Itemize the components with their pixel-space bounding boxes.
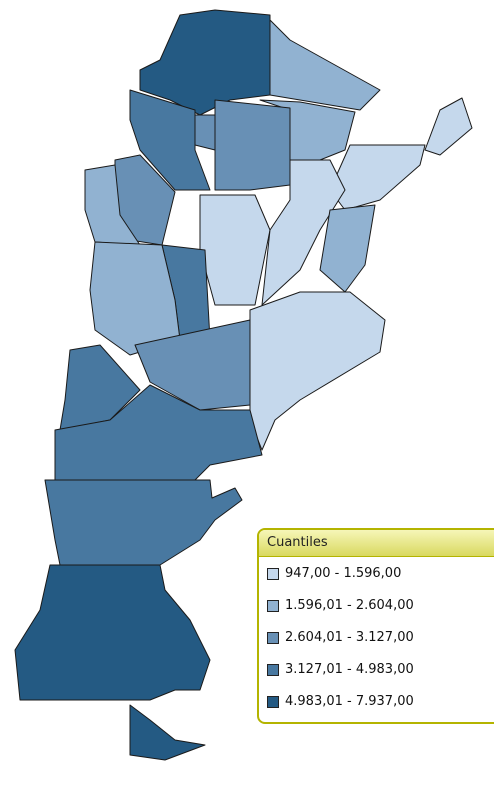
region [269,19,381,111]
legend-swatch [267,600,279,612]
legend-label: 4.983,01 - 7.937,00 [285,694,414,709]
region [319,204,376,293]
region [214,99,291,191]
region [329,144,426,211]
legend-item: 3.127,01 - 4.983,00 [267,662,414,678]
region [54,384,263,481]
legend-item: 947,00 - 1.596,00 [267,566,401,582]
region [199,194,271,306]
region [249,291,386,451]
region [129,89,211,191]
legend-item: 1.596,01 - 2.604,00 [267,598,414,614]
legend-swatch [267,632,279,644]
legend-label: 1.596,01 - 2.604,00 [285,598,414,613]
legend-item: 2.604,01 - 3.127,00 [267,630,414,646]
legend-label: 2.604,01 - 3.127,00 [285,630,414,645]
region [129,704,206,761]
legend-title: Cuantiles [259,530,494,557]
region [194,114,216,151]
legend-label: 3.127,01 - 4.983,00 [285,662,414,677]
region [261,159,346,306]
legend-label: 947,00 - 1.596,00 [285,566,402,581]
legend-swatch [267,664,279,676]
region [424,97,473,156]
region [44,479,243,566]
legend-item: 4.983,01 - 7.937,00 [267,694,414,710]
legend: Cuantiles 947,00 - 1.596,00 1.596,01 - 2.… [257,528,494,724]
region [134,319,251,411]
region [14,564,211,701]
legend-swatch [267,696,279,708]
legend-swatch [267,568,279,580]
